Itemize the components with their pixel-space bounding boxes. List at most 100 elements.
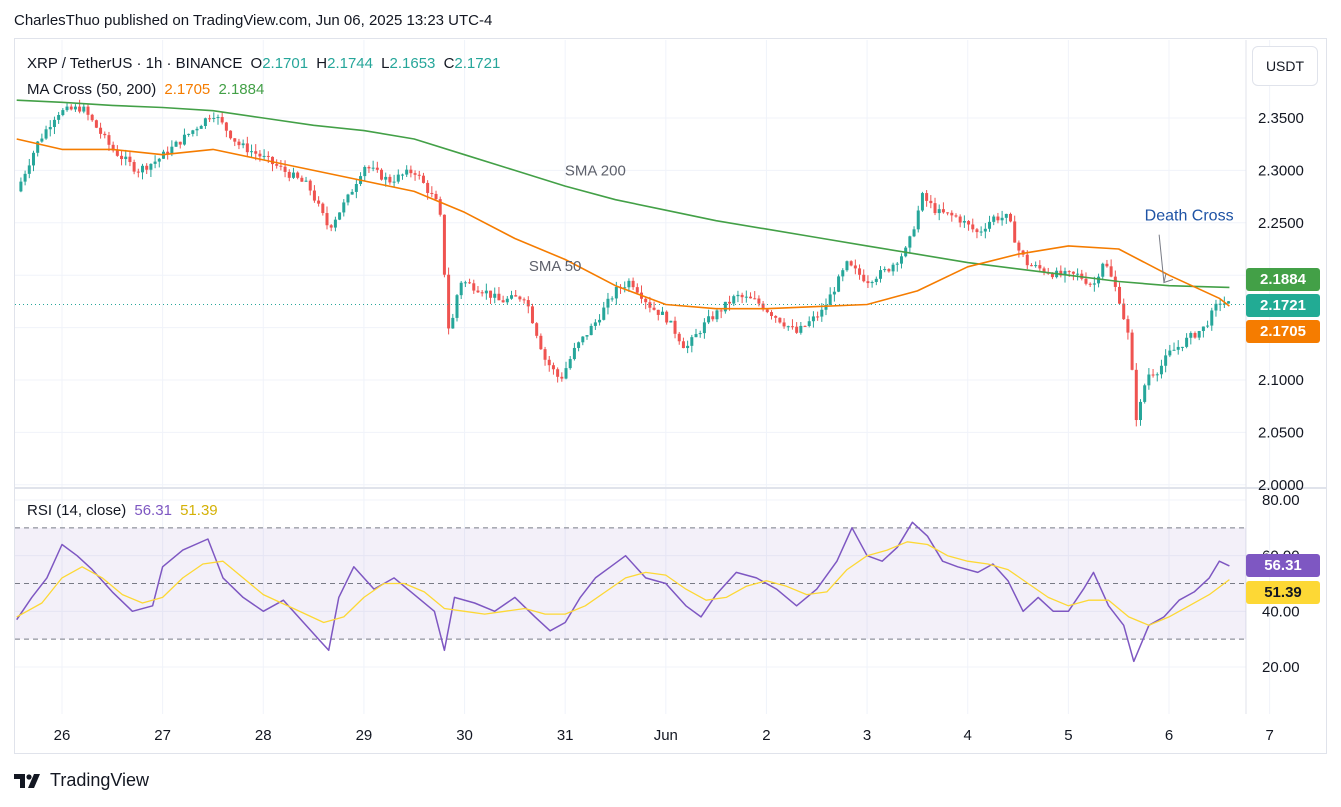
close-value: 2.1721 [454, 55, 501, 72]
candle-body [199, 125, 203, 129]
time-tick-label: 26 [54, 727, 71, 744]
candle-body [728, 301, 732, 304]
candle-body [1097, 276, 1101, 284]
candle-body [1222, 303, 1226, 305]
candle-body [283, 166, 287, 172]
candle-body [887, 269, 891, 272]
candle-body [669, 320, 673, 323]
candle-body [90, 114, 94, 121]
ma-cross-label[interactable]: MA Cross (50, 200) [27, 81, 157, 98]
time-tick-label: 7 [1265, 727, 1273, 744]
candle-body [430, 192, 434, 194]
candle-body [535, 323, 539, 336]
candle-body [593, 322, 597, 326]
candle-body [65, 106, 69, 111]
candle-body [895, 263, 899, 265]
candle-body [983, 228, 987, 232]
candle-body [967, 221, 971, 225]
candle-body [128, 156, 132, 163]
candle-body [107, 135, 111, 145]
time-tick-label: 2 [762, 727, 770, 744]
currency-unit-button[interactable]: USDT [1252, 46, 1318, 86]
candle-body [346, 194, 350, 203]
candle-body [421, 175, 425, 183]
candle-body [1101, 263, 1105, 277]
candle-body [803, 325, 807, 327]
candle-body [1172, 349, 1176, 351]
rsi-label[interactable]: RSI (14, close) [27, 502, 127, 519]
candle-body [979, 231, 983, 233]
candle-body [1084, 278, 1088, 284]
candle-body [673, 320, 677, 334]
candle-body [459, 282, 463, 296]
candle-body [715, 310, 719, 320]
close-label: C [443, 55, 455, 72]
candle-body [44, 129, 48, 139]
candle-body [375, 167, 379, 170]
tradingview-logo-icon [14, 773, 40, 788]
candle-body [648, 302, 652, 308]
price-tick-label: 2.3500 [1258, 110, 1304, 127]
sma200-annotation: SMA 200 [565, 163, 626, 180]
candle-body [145, 165, 149, 170]
candle-body [220, 117, 224, 123]
candle-body [866, 281, 870, 284]
candle-body [581, 336, 585, 343]
rsi-tick-label: 80.00 [1262, 492, 1300, 509]
candle-body [824, 304, 828, 310]
candle-body [1143, 385, 1147, 402]
candle-body [1050, 273, 1054, 278]
candle-body [312, 190, 316, 201]
candle-body [1008, 213, 1012, 222]
candle-body [174, 141, 178, 147]
candle-body [153, 161, 157, 164]
candle-body [182, 134, 186, 145]
time-tick-label: 3 [863, 727, 871, 744]
candle-body [652, 307, 656, 310]
candle-body [614, 286, 618, 299]
price-tick-label: 2.0000 [1258, 477, 1304, 494]
candle-body [250, 151, 254, 153]
candle-body [57, 115, 61, 120]
candle-body [635, 287, 639, 293]
candle-body [853, 265, 857, 269]
candle-body [166, 151, 170, 155]
candle-body [841, 270, 845, 277]
candle-body [1017, 242, 1021, 251]
rsi-ma-value: 51.39 [180, 502, 218, 519]
time-tick-label: 4 [964, 727, 972, 744]
candle-body [120, 155, 124, 160]
candle-body [954, 215, 958, 217]
candle-body [782, 322, 786, 327]
candle-body [1168, 350, 1172, 356]
low-value: 2.1653 [389, 55, 436, 72]
candle-body [1067, 271, 1071, 273]
candle-body [27, 165, 31, 174]
candle-body [442, 214, 446, 275]
candle-body [400, 174, 404, 176]
candle-body [78, 106, 82, 112]
candle-body [883, 269, 887, 271]
candle-body [1038, 265, 1042, 269]
time-tick-label: 5 [1064, 727, 1072, 744]
candle-body [757, 298, 761, 304]
tradingview-brand[interactable]: TradingView [14, 770, 149, 791]
rsi-tick-label: 20.00 [1262, 659, 1300, 676]
candle-body [1088, 283, 1092, 285]
candle-body [828, 294, 832, 305]
candle-body [1122, 303, 1126, 320]
symbol-title[interactable]: XRP / TetherUS · 1h · BINANCE [27, 55, 243, 72]
candle-body [950, 212, 954, 216]
candle-body [1076, 273, 1080, 275]
time-tick-label: 28 [255, 727, 272, 744]
candle-body [287, 171, 291, 178]
candle-body [1176, 346, 1180, 350]
candle-body [786, 326, 790, 328]
candle-body [774, 315, 778, 318]
candle-body [610, 298, 614, 300]
candle-body [1059, 270, 1063, 276]
price-tick-label: 2.2500 [1258, 215, 1304, 232]
candle-body [52, 119, 56, 128]
candle-body [480, 292, 484, 294]
